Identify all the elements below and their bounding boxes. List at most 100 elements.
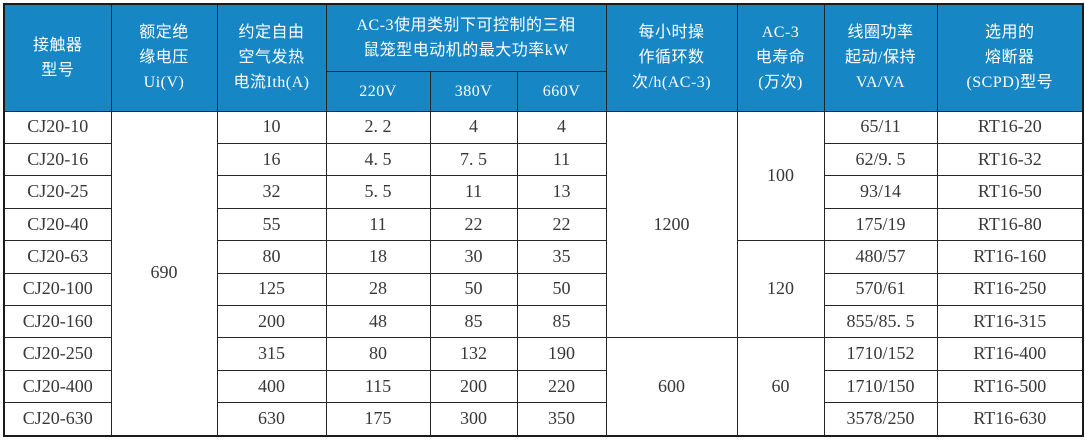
table-row: CJ20-63 80 18 30 35 120 480/57 RT16-160 [3, 240, 1084, 339]
cell-p220: 11 [325, 207, 431, 242]
cell-fuse: RT16-20 [936, 110, 1084, 144]
cell-coil: 570/61 [823, 272, 938, 307]
cell-fuse: RT16-250 [936, 272, 1084, 307]
cell-model: CJ20-400 [3, 369, 112, 404]
cell-fuse: RT16-80 [936, 207, 1084, 242]
cell-fuse: RT16-630 [936, 402, 1084, 437]
cell-coil: 3578/250 [823, 402, 938, 437]
cell-coil: 62/9. 5 [823, 142, 938, 177]
cell-p380: 11 [429, 175, 518, 209]
cell-p380: 30 [429, 240, 518, 274]
cell-coil: 93/14 [823, 175, 938, 209]
table-body: CJ20-10 690 10 2. 2 4 4 1200 100 65/11 R… [3, 110, 1084, 437]
table-row: CJ20-25 32 5. 5 11 13 93/14 RT16-50 [3, 175, 1084, 209]
cell-p220: 115 [325, 369, 431, 404]
header-fuse-type: 选用的 熔断器 (SCPD)型号 [936, 3, 1084, 112]
cell-life: 120 [736, 240, 825, 339]
cell-fuse: RT16-50 [936, 175, 1084, 209]
cell-p380: 7. 5 [429, 142, 518, 177]
cell-cycles: 600 [605, 337, 738, 437]
cell-model: CJ20-16 [3, 142, 112, 177]
cell-p660: 350 [516, 402, 607, 437]
header-ac3-power-group: AC-3使用类别下可控制的三相 鼠笼型电动机的最大功率kW [325, 3, 607, 72]
cell-p220: 5. 5 [325, 175, 431, 209]
cell-ith: 55 [216, 207, 327, 242]
table-row: CJ20-100 125 28 50 50 570/61 RT16-250 [3, 272, 1084, 307]
cell-life: 100 [736, 110, 825, 242]
header-thermal-current: 约定自由 空气发热 电流Ith(A) [216, 3, 327, 112]
cell-model: CJ20-160 [3, 305, 112, 339]
cell-p660: 85 [516, 305, 607, 339]
cell-p220: 80 [325, 337, 431, 371]
cell-model: CJ20-40 [3, 207, 112, 242]
header-row-1: 接触器 型号 额定绝 缘电压 Ui(V) 约定自由 空气发热 电流Ith(A) … [3, 3, 1084, 112]
cell-p220: 175 [325, 402, 431, 437]
cell-p660: 11 [516, 142, 607, 177]
header-electrical-life: AC-3 电寿命 (万次) [736, 3, 825, 112]
cell-ith: 125 [216, 272, 327, 307]
cell-model: CJ20-10 [3, 110, 112, 144]
cell-p660: 220 [516, 369, 607, 404]
cell-coil: 175/19 [823, 207, 938, 242]
cell-ith: 200 [216, 305, 327, 339]
cell-ith: 400 [216, 369, 327, 404]
table-row: CJ20-16 16 4. 5 7. 5 11 62/9. 5 RT16-32 [3, 142, 1084, 177]
header-220v: 220V [325, 70, 431, 112]
contactor-spec-table: 接触器 型号 额定绝 缘电压 Ui(V) 约定自由 空气发热 电流Ith(A) … [3, 3, 1085, 437]
cell-ith: 10 [216, 110, 327, 144]
cell-coil: 1710/150 [823, 369, 938, 404]
cell-p380: 132 [429, 337, 518, 371]
table-header: 接触器 型号 额定绝 缘电压 Ui(V) 约定自由 空气发热 电流Ith(A) … [3, 3, 1084, 112]
header-380v: 380V [429, 70, 518, 112]
cell-p380: 4 [429, 110, 518, 144]
cell-coil: 855/85. 5 [823, 305, 938, 339]
cell-p220: 28 [325, 272, 431, 307]
table-row: CJ20-400 400 115 200 220 1710/150 RT16-5… [3, 369, 1084, 404]
cell-p380: 200 [429, 369, 518, 404]
header-insulation-voltage: 额定绝 缘电压 Ui(V) [110, 3, 218, 112]
cell-cycles: 1200 [605, 110, 738, 339]
cell-fuse: RT16-32 [936, 142, 1084, 177]
cell-p660: 190 [516, 337, 607, 371]
cell-p660: 22 [516, 207, 607, 242]
cell-fuse: RT16-160 [936, 240, 1084, 274]
cell-model: CJ20-25 [3, 175, 112, 209]
cell-p220: 18 [325, 240, 431, 274]
cell-p380: 85 [429, 305, 518, 339]
cell-p660: 4 [516, 110, 607, 144]
cell-fuse: RT16-315 [936, 305, 1084, 339]
cell-p380: 22 [429, 207, 518, 242]
cell-ith: 315 [216, 337, 327, 371]
table-row: CJ20-630 630 175 300 350 3578/250 RT16-6… [3, 402, 1084, 437]
cell-coil: 65/11 [823, 110, 938, 144]
cell-ith: 80 [216, 240, 327, 274]
cell-p380: 300 [429, 402, 518, 437]
header-coil-power: 线圈功率 起动/保持 VA/VA [823, 3, 938, 112]
cell-ith: 32 [216, 175, 327, 209]
cell-model: CJ20-250 [3, 337, 112, 371]
cell-model: CJ20-100 [3, 272, 112, 307]
header-row-2: 220V 380V 660V [4, 70, 1083, 112]
cell-p660: 50 [516, 272, 607, 307]
header-660v: 660V [516, 70, 607, 112]
cell-model: CJ20-630 [3, 402, 112, 437]
cell-model: CJ20-63 [3, 240, 112, 274]
cell-p380: 50 [429, 272, 518, 307]
cell-p220: 48 [325, 305, 431, 339]
cell-p220: 4. 5 [325, 142, 431, 177]
cell-coil: 480/57 [823, 240, 938, 274]
header-model: 接触器 型号 [3, 3, 112, 112]
cell-insulation-voltage: 690 [110, 110, 218, 437]
cell-ith: 630 [216, 402, 327, 437]
cell-p660: 35 [516, 240, 607, 274]
cell-p660: 13 [516, 175, 607, 209]
cell-fuse: RT16-400 [936, 337, 1084, 371]
cell-life: 60 [736, 337, 825, 437]
table-row: CJ20-10 690 10 2. 2 4 4 1200 100 65/11 R… [3, 110, 1084, 437]
cell-p220: 2. 2 [325, 110, 431, 144]
header-cycles-per-hour: 每小时操 作循环数 次/h(AC-3) [605, 3, 738, 112]
cell-fuse: RT16-500 [936, 369, 1084, 404]
cell-ith: 16 [216, 142, 327, 177]
cell-coil: 1710/152 [823, 337, 938, 371]
